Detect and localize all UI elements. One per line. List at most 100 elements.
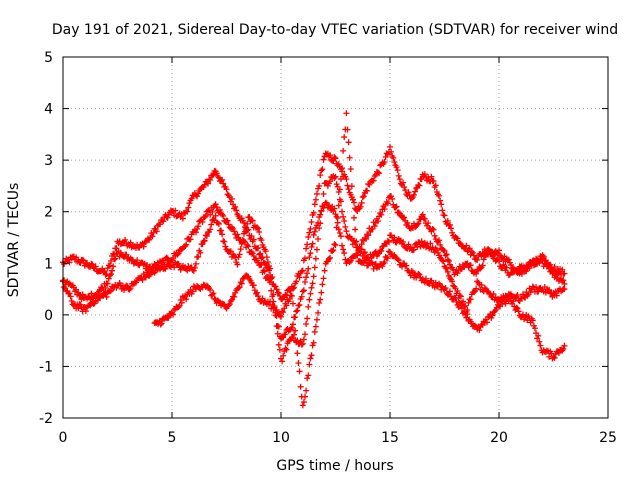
data-point [299,340,306,347]
data-point [465,299,472,306]
data-point [107,287,114,294]
data-point [122,236,129,243]
data-point [107,271,114,278]
series-track-c [60,173,568,365]
data-point [255,225,262,232]
data-point [312,255,319,262]
data-point [440,247,447,254]
data-point [320,156,327,163]
data-point [311,228,318,235]
data-point [255,293,262,300]
data-point [153,228,160,235]
data-point [215,298,222,305]
data-point [436,192,443,199]
data-point [428,173,435,180]
data-point [107,258,114,265]
data-point [318,289,325,296]
data-point [300,399,307,406]
data-point [442,252,449,259]
data-point [445,257,452,264]
data-point [381,259,388,266]
data-point [192,260,199,267]
data-point [320,190,327,197]
data-point [478,282,485,289]
data-point [282,345,289,352]
data-point [441,212,448,219]
data-point [339,165,346,172]
data-point [489,312,496,319]
data-point [336,229,343,236]
data-point [307,225,314,232]
data-point [308,352,315,359]
data-point [210,216,217,223]
data-point [436,237,443,244]
data-point [533,284,540,291]
data-point [560,345,567,352]
data-point [322,199,329,206]
data-point [299,402,306,409]
data-point [316,225,323,232]
data-point [354,252,361,259]
data-point [472,322,479,329]
data-point [244,242,251,249]
data-point [559,266,566,273]
data-point [293,278,300,285]
data-point [313,246,320,253]
data-point [82,308,89,315]
data-point [395,172,402,179]
data-point [273,323,280,330]
data-point [347,166,354,173]
data-point [220,180,227,187]
data-point [206,176,213,183]
y-tick-label: 3 [44,153,53,169]
data-point [412,188,419,195]
data-point [531,325,538,332]
data-point [68,297,75,304]
data-point [468,248,475,255]
data-point [88,260,95,267]
data-point [214,219,221,226]
data-point [194,225,201,232]
data-point [312,323,319,330]
data-point [249,250,256,257]
data-point [307,250,314,257]
data-point [443,251,450,258]
data-point [80,257,87,264]
data-point [297,383,304,390]
data-point [209,172,216,179]
data-point [231,228,238,235]
data-point [439,207,446,214]
data-point [317,172,324,179]
data-point [343,110,350,117]
data-point [446,221,453,228]
data-point [485,314,492,321]
data-point [255,244,262,251]
data-point [536,258,543,265]
data-point [282,331,289,338]
data-point [127,239,134,246]
data-point [341,134,348,141]
data-point [454,288,461,295]
data-point [177,296,184,303]
data-point [75,305,82,312]
data-point [254,224,261,231]
data-point [189,288,196,295]
data-point [536,338,543,345]
data-point [304,375,311,382]
data-point [298,293,305,300]
data-point [151,260,158,267]
data-point [432,182,439,189]
data-point [121,287,128,294]
data-point [225,302,232,309]
data-point [358,199,365,206]
data-point [169,257,175,264]
data-point [477,265,484,272]
data-point [503,264,510,271]
data-point [463,261,470,268]
data-point [514,291,521,298]
data-point [89,261,96,268]
data-point [331,205,338,212]
data-point [110,263,117,270]
data-point [280,294,287,301]
data-point [164,214,171,221]
